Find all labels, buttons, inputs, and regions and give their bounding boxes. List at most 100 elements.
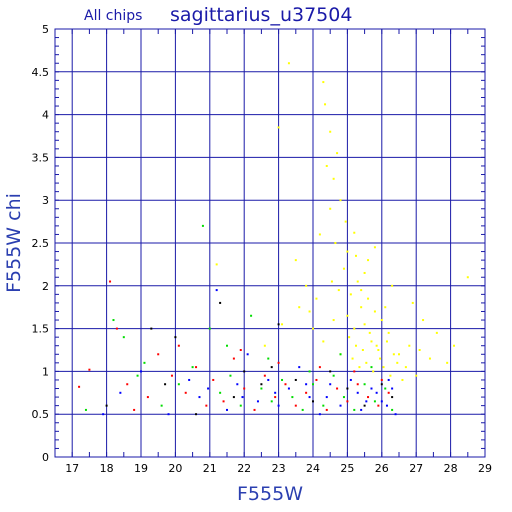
data-point bbox=[360, 289, 363, 292]
x-tick-label: 18 bbox=[100, 462, 114, 475]
data-point bbox=[375, 391, 378, 394]
data-point bbox=[308, 370, 311, 373]
data-point bbox=[373, 246, 376, 249]
data-point bbox=[102, 413, 105, 416]
x-tick-label: 26 bbox=[375, 462, 389, 475]
data-point bbox=[277, 126, 280, 129]
data-point bbox=[126, 383, 129, 386]
x-tick-label: 29 bbox=[478, 462, 492, 475]
data-point bbox=[360, 306, 363, 309]
data-point bbox=[358, 366, 361, 369]
data-point bbox=[336, 152, 339, 155]
data-point bbox=[115, 327, 118, 330]
data-point bbox=[367, 297, 370, 300]
data-point bbox=[253, 408, 256, 411]
data-point bbox=[322, 81, 325, 84]
data-point bbox=[322, 340, 325, 343]
data-point bbox=[315, 378, 318, 381]
data-point bbox=[435, 331, 438, 334]
data-point bbox=[398, 353, 400, 356]
y-tick-labels: 0 0.5 1 1.5 2 2.5 3 3.5 4 4.5 5 bbox=[32, 23, 50, 464]
data-point bbox=[380, 400, 383, 403]
data-point bbox=[391, 396, 394, 399]
data-point bbox=[325, 164, 328, 167]
data-point bbox=[201, 224, 204, 227]
data-point bbox=[239, 404, 242, 407]
data-points bbox=[78, 62, 469, 416]
data-point bbox=[377, 349, 380, 351]
data-point bbox=[294, 378, 297, 381]
data-point bbox=[318, 366, 321, 369]
y-tick-label: 1.5 bbox=[32, 323, 50, 336]
data-point bbox=[329, 130, 332, 133]
data-point bbox=[184, 391, 187, 394]
y-tick-label: 5 bbox=[42, 23, 49, 36]
data-point bbox=[263, 374, 266, 377]
data-point bbox=[232, 357, 235, 360]
data-point bbox=[401, 378, 404, 381]
y-tick-label: 2.5 bbox=[32, 237, 50, 250]
data-point bbox=[287, 387, 290, 390]
y-tick-label: 2 bbox=[42, 280, 49, 293]
data-point bbox=[389, 374, 392, 377]
data-point bbox=[325, 396, 328, 399]
data-point bbox=[146, 396, 149, 399]
data-point bbox=[356, 391, 359, 394]
data-point bbox=[219, 391, 222, 394]
data-point bbox=[222, 400, 225, 403]
data-point bbox=[353, 327, 356, 330]
chart-subtitle: All chips bbox=[84, 8, 142, 24]
data-point bbox=[170, 374, 173, 377]
data-point bbox=[367, 396, 370, 399]
data-point bbox=[373, 310, 376, 313]
data-point bbox=[191, 366, 194, 369]
data-point bbox=[215, 289, 218, 292]
data-point bbox=[404, 366, 407, 369]
data-point bbox=[394, 413, 397, 416]
data-point bbox=[346, 387, 349, 390]
data-point bbox=[188, 378, 191, 381]
data-point bbox=[367, 259, 370, 262]
data-point bbox=[377, 404, 380, 407]
data-point bbox=[246, 353, 249, 356]
data-point bbox=[344, 220, 347, 223]
data-point bbox=[274, 396, 277, 399]
y-tick-label: 3.5 bbox=[32, 151, 50, 164]
data-point bbox=[339, 404, 342, 407]
x-tick-label: 28 bbox=[444, 462, 458, 475]
data-point bbox=[334, 242, 337, 244]
data-point bbox=[305, 383, 308, 386]
data-point bbox=[325, 408, 328, 411]
data-point bbox=[380, 378, 383, 381]
data-point bbox=[396, 361, 399, 364]
data-point bbox=[140, 370, 142, 373]
data-point bbox=[157, 353, 160, 356]
data-point bbox=[365, 400, 368, 403]
data-point bbox=[363, 404, 366, 407]
data-point bbox=[119, 391, 122, 394]
x-tick-label: 27 bbox=[409, 462, 423, 475]
data-point bbox=[339, 353, 342, 356]
data-point bbox=[342, 396, 345, 399]
data-point bbox=[241, 396, 244, 399]
data-point bbox=[373, 400, 376, 403]
data-point bbox=[150, 327, 153, 330]
x-tick-label: 22 bbox=[237, 462, 251, 475]
x-tick-label: 20 bbox=[168, 462, 182, 475]
data-point bbox=[263, 344, 266, 347]
data-point bbox=[226, 344, 228, 347]
data-point bbox=[355, 344, 357, 347]
data-point bbox=[411, 301, 414, 304]
data-point bbox=[112, 319, 115, 322]
data-point bbox=[353, 408, 356, 411]
x-tick-label: 23 bbox=[272, 462, 286, 475]
data-point bbox=[372, 370, 375, 373]
data-point bbox=[281, 378, 284, 381]
data-point bbox=[363, 271, 366, 274]
data-point bbox=[415, 374, 418, 377]
data-point bbox=[330, 280, 333, 283]
data-point bbox=[133, 408, 136, 411]
data-point bbox=[385, 404, 388, 407]
data-point bbox=[301, 408, 304, 411]
